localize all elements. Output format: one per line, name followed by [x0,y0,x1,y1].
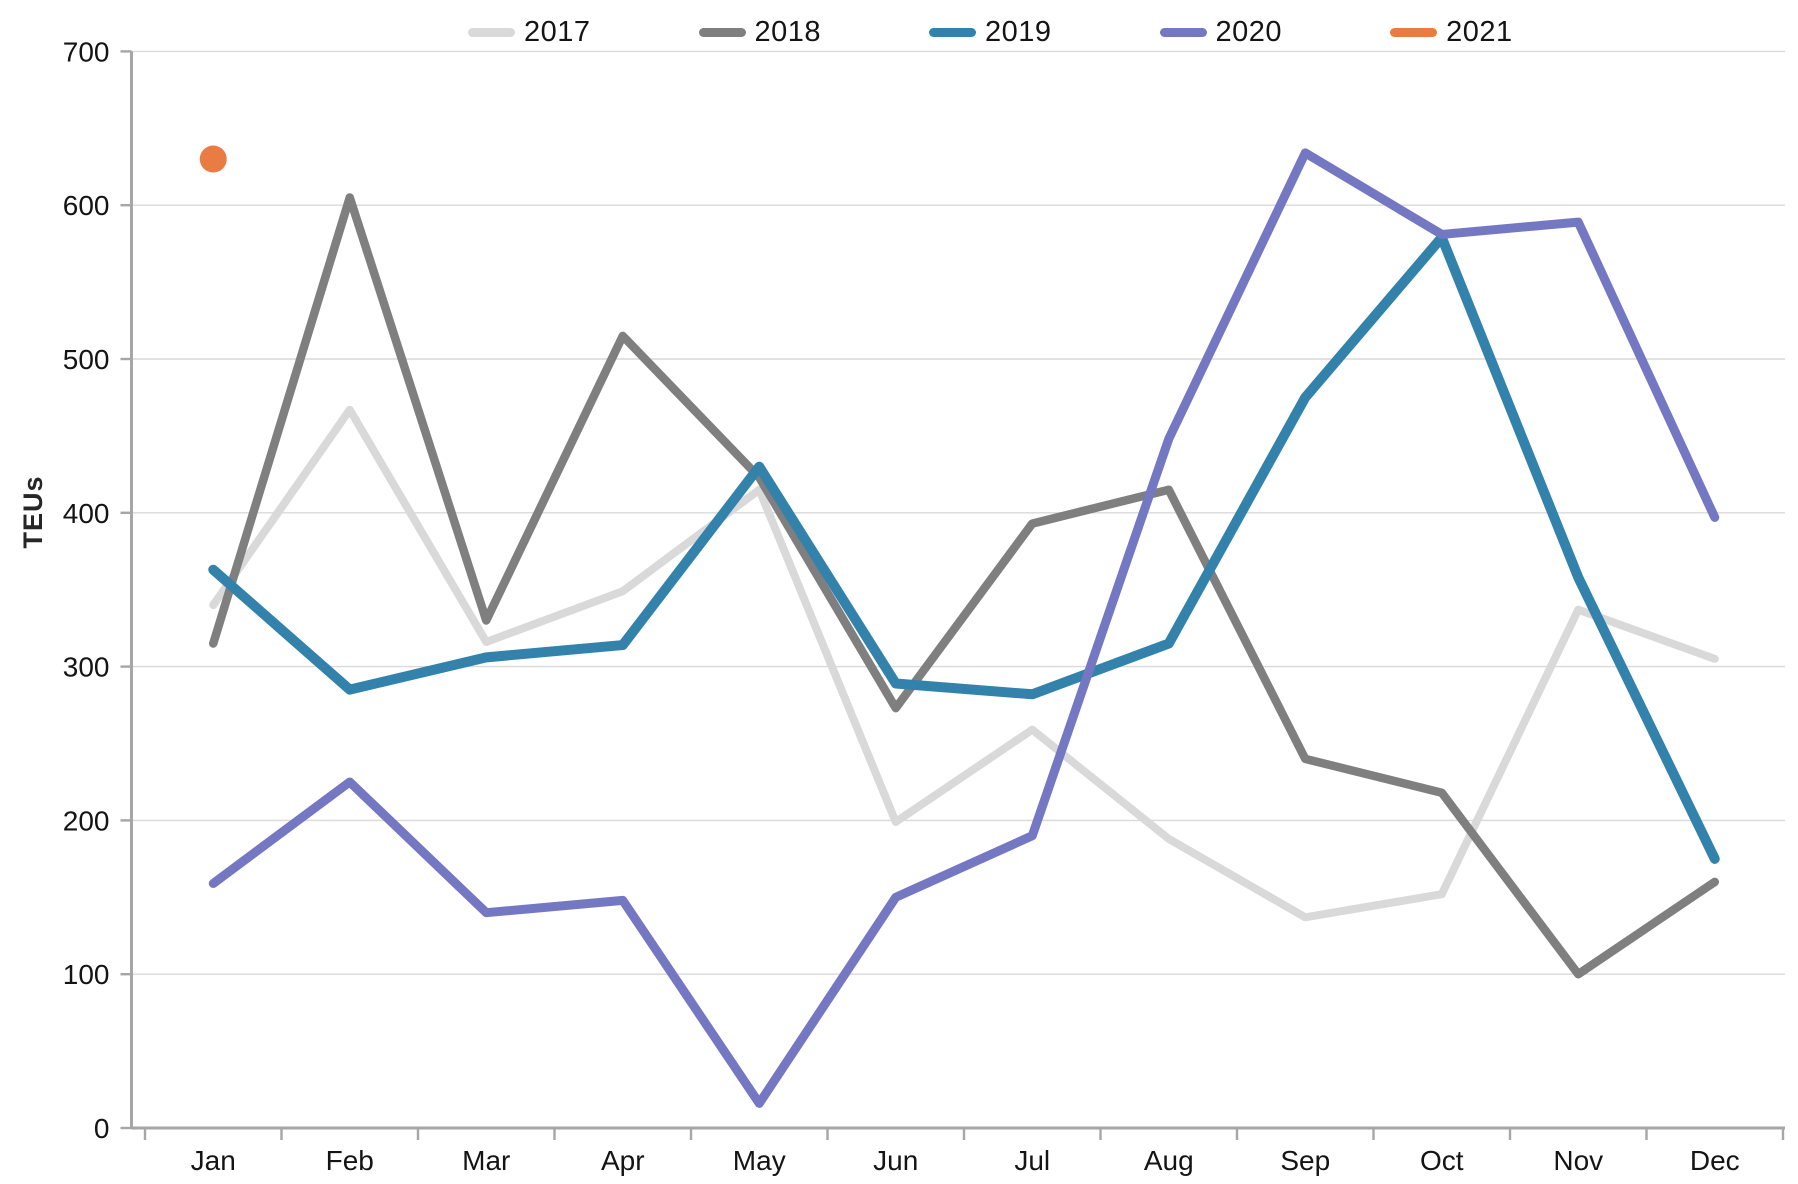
x-tick-label: Jan [191,1145,236,1176]
legend-item-2020: 2020 [1159,16,1283,49]
x-tick-label: Mar [462,1145,510,1176]
series-line-2017 [209,405,1719,922]
legend-swatch-2019 [929,28,977,37]
x-tick-label: Jun [873,1145,918,1176]
legend-swatch-2017 [468,28,515,37]
y-tick-label: 0 [94,1113,110,1144]
x-tick-label: Dec [1690,1145,1740,1176]
y-tick-label: 100 [63,959,110,990]
legend-item-2018: 2018 [698,16,822,49]
legend-label: 2021 [1446,16,1513,48]
chart-legend: 2017 2018 2019 2020 2021 [468,16,1513,49]
legend-swatch-2020 [1159,28,1207,37]
legend-swatch-2021 [1390,28,1438,37]
y-tick-label: 400 [63,498,110,529]
series-line-2019 [208,232,1720,864]
legend-label: 2018 [754,16,822,48]
x-tick-label: Nov [1553,1145,1603,1176]
y-tick-label: 500 [63,344,110,375]
legend-label: 2019 [985,16,1052,48]
x-tick-label: May [733,1145,786,1176]
series-line-2020 [208,148,1720,1108]
x-tick-label: Apr [601,1145,645,1176]
series-line-2018 [209,193,1719,979]
x-tick-label: Oct [1420,1145,1464,1176]
y-tick-label: 700 [63,36,110,67]
legend-swatch-2018 [698,28,746,37]
legend-item-2021: 2021 [1390,16,1513,49]
x-tick-label: Jul [1014,1145,1050,1176]
y-tick-label: 300 [63,652,110,683]
y-tick-label: 200 [63,805,110,836]
legend-item-2019: 2019 [929,16,1052,49]
legend-label: 2020 [1215,16,1283,48]
legend-item-2017: 2017 [468,16,591,49]
y-tick-label: 600 [63,190,110,221]
x-tick-label: Feb [326,1145,374,1176]
x-tick-label: Aug [1144,1145,1194,1176]
legend-label: 2017 [524,16,591,48]
y-axis-title: TEUs [18,475,48,548]
x-tick-label: Sep [1280,1145,1330,1176]
data-point-2021-jan [199,145,227,173]
